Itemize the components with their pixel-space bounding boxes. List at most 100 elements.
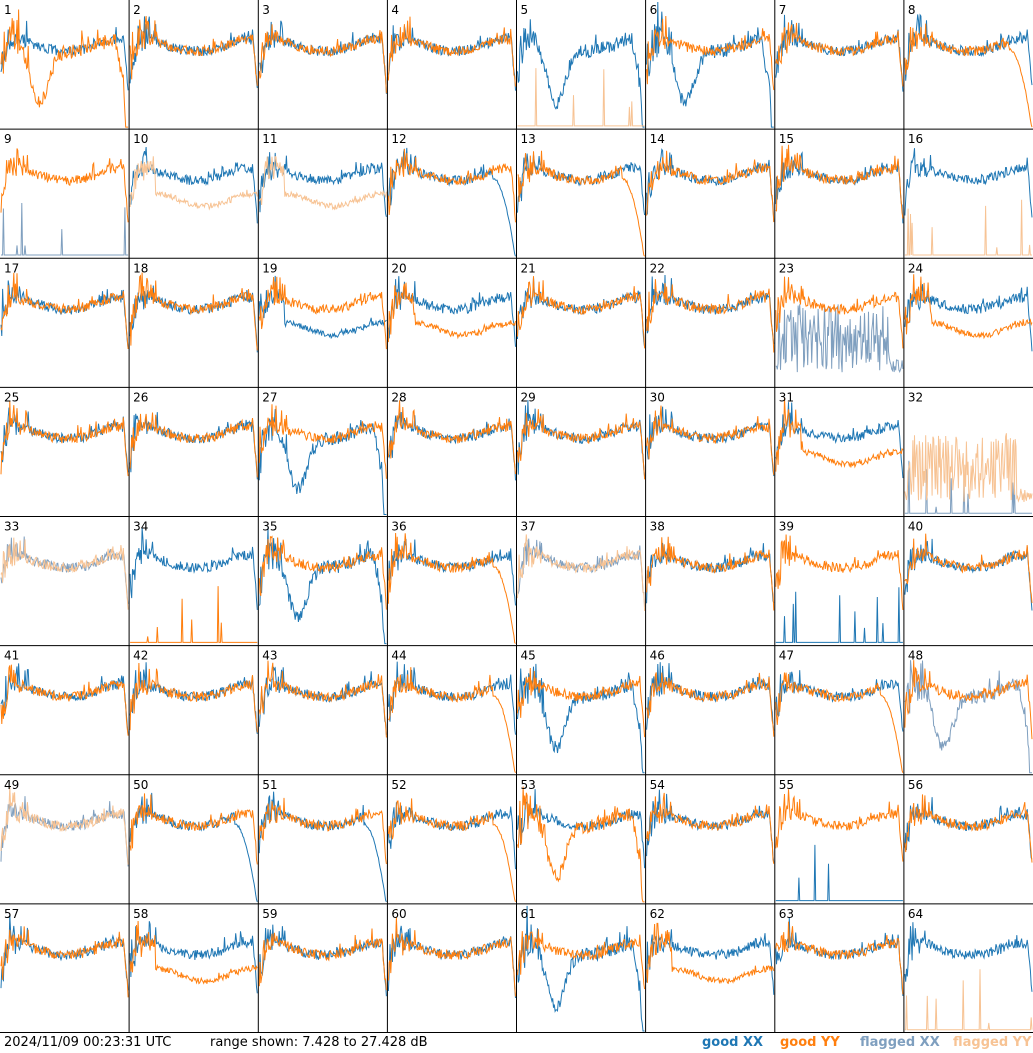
panel-40: 40 (904, 520, 1033, 611)
panel-49: 49 (0, 778, 129, 867)
panel-17: 17 (0, 261, 129, 350)
panel-label-22: 22 (650, 261, 665, 275)
trace-yy-37 (517, 534, 646, 612)
trace-yy-38 (646, 536, 775, 611)
panel-14: 14 (646, 132, 775, 223)
panel-43: 43 (258, 649, 387, 738)
panel-label-24: 24 (908, 261, 923, 275)
panel-47: 47 (775, 649, 904, 773)
panel-52: 52 (387, 778, 516, 903)
panel-label-47: 47 (779, 649, 794, 663)
panel-23: 23 (775, 261, 904, 373)
trace-yy-24 (904, 274, 1033, 340)
panel-60: 60 (387, 907, 516, 999)
trace-yy-18 (129, 272, 258, 351)
trace-yy-7 (775, 22, 904, 87)
trace-xx-34 (129, 527, 258, 610)
trace-xx-49 (0, 796, 129, 867)
trace-xx-8 (904, 13, 1033, 86)
panel-label-30: 30 (650, 390, 665, 404)
trace-yy-48 (904, 660, 1033, 740)
trace-yy-47 (775, 672, 904, 773)
panel-30: 30 (646, 390, 775, 477)
panel-26: 26 (129, 390, 258, 480)
trace-xx-36 (387, 538, 516, 606)
trace-xx-31 (775, 402, 904, 479)
trace-xx-9 (1, 202, 129, 256)
panel-label-7: 7 (779, 3, 787, 17)
panel-45: 45 (517, 649, 646, 774)
trace-xx-26 (129, 412, 258, 480)
panel-24: 24 (904, 261, 1033, 352)
trace-yy-44 (388, 667, 516, 774)
trace-yy-27 (258, 404, 387, 479)
trace-yy-59 (258, 928, 387, 991)
trace-yy-13 (517, 150, 646, 257)
trace-yy-33 (0, 537, 129, 610)
panel-label-62: 62 (650, 907, 665, 921)
panel-label-26: 26 (133, 390, 148, 404)
panel-label-1: 1 (4, 3, 12, 17)
panel-label-13: 13 (521, 132, 536, 146)
panel-34: 34 (129, 520, 258, 643)
panel-label-40: 40 (908, 520, 923, 534)
trace-yy-60 (387, 917, 516, 997)
trace-xx-20 (387, 276, 516, 347)
panel-55: 55 (775, 778, 904, 902)
trace-yy-22 (646, 279, 775, 353)
trace-yy-40 (904, 533, 1033, 604)
panel-label-17: 17 (4, 261, 19, 275)
panel-11: 11 (258, 132, 387, 218)
panel-12: 12 (387, 132, 516, 257)
panel-37: 37 (517, 520, 646, 612)
legend-flagged-yy: flagged YY (953, 1035, 1032, 1050)
panel-label-4: 4 (391, 3, 399, 17)
trace-xx-17 (0, 280, 129, 349)
panel-label-11: 11 (262, 132, 277, 146)
panel-label-19: 19 (262, 261, 277, 275)
trace-xx-3 (259, 20, 387, 94)
trace-yy-31 (775, 398, 904, 472)
trace-xx-58 (129, 921, 258, 994)
trace-xx-16 (904, 148, 1033, 218)
panel-18: 18 (129, 261, 258, 353)
trace-yy-25 (0, 400, 129, 477)
panel-51: 51 (258, 778, 387, 903)
panel-label-52: 52 (391, 778, 406, 792)
trace-yy-51 (258, 797, 387, 865)
trace-yy-64 (904, 969, 1033, 1031)
panel-16: 16 (904, 132, 1033, 256)
trace-xx-46 (646, 662, 775, 731)
panel-label-50: 50 (133, 778, 148, 792)
panel-35: 35 (258, 520, 387, 645)
panel-label-25: 25 (4, 390, 19, 404)
panel-label-49: 49 (4, 778, 19, 792)
trace-yy-35 (258, 535, 387, 610)
trace-yy-58 (129, 920, 258, 985)
panel-label-35: 35 (262, 520, 277, 534)
panel-42: 42 (129, 649, 258, 735)
panel-label-10: 10 (133, 132, 148, 146)
trace-xx-10 (129, 146, 258, 224)
trace-xx-48 (904, 660, 1032, 774)
trace-yy-49 (0, 786, 129, 865)
trace-xx-39 (775, 587, 903, 643)
panel-21: 21 (517, 261, 646, 349)
trace-xx-11 (258, 152, 387, 218)
trace-xx-57 (0, 914, 129, 991)
panel-label-16: 16 (908, 132, 923, 146)
trace-yy-43 (258, 660, 387, 738)
panel-label-33: 33 (4, 520, 19, 534)
trace-yy-8 (904, 23, 1033, 128)
legend-good-yy: good YY (780, 1035, 840, 1050)
panel-41: 41 (0, 649, 129, 736)
trace-yy-32 (904, 433, 1033, 503)
trace-yy-56 (904, 794, 1033, 863)
panel-label-23: 23 (779, 261, 794, 275)
panel-15: 15 (775, 132, 904, 224)
trace-yy-11 (258, 155, 387, 211)
trace-yy-1 (0, 9, 129, 128)
panel-label-54: 54 (650, 778, 665, 792)
